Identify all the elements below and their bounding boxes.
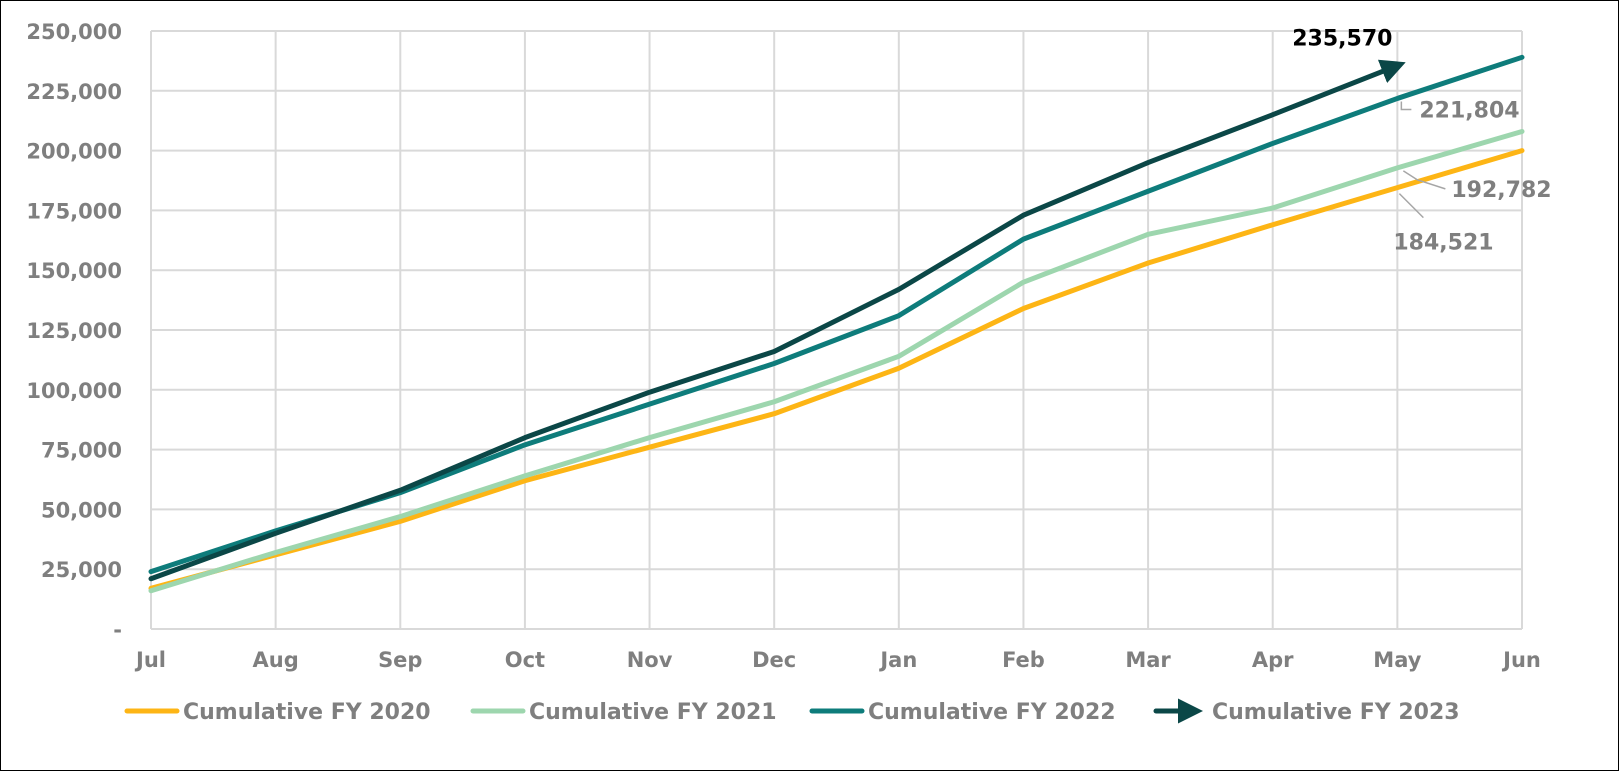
y-tick-label: 50,000	[41, 498, 122, 522]
x-tick-label: Jan	[878, 648, 917, 672]
legend-label: Cumulative FY 2022	[868, 700, 1116, 725]
y-tick-label: 100,000	[26, 379, 122, 403]
y-tick-label: 125,000	[26, 319, 122, 343]
data-label: 192,782	[1451, 178, 1551, 203]
legend-label: Cumulative FY 2020	[183, 700, 431, 725]
x-tick-label: Dec	[752, 648, 796, 672]
x-tick-label: Aug	[253, 648, 299, 672]
x-tick-label: Sep	[378, 648, 422, 672]
series-line-cumulative-fy-2020	[148, 148, 1525, 591]
y-tick-label: 175,000	[26, 199, 122, 223]
y-tick-label: -	[113, 618, 122, 642]
y-tick-label: 200,000	[26, 140, 122, 164]
data-label: 221,804	[1419, 98, 1519, 123]
y-tick-label: 75,000	[41, 439, 122, 463]
series-line-cumulative-fy-2022	[148, 54, 1525, 575]
data-label: 184,521	[1393, 231, 1493, 256]
y-tick-label: 225,000	[26, 80, 122, 104]
x-tick-label: Oct	[505, 648, 545, 672]
x-tick-label: Jun	[1501, 648, 1541, 672]
annotation-leader	[1400, 101, 1412, 111]
annotation-leader	[1398, 193, 1424, 219]
series-line-cumulative-fy-2023	[148, 59, 1406, 582]
y-tick-label: 150,000	[26, 259, 122, 283]
x-tick-label: Mar	[1125, 648, 1171, 672]
y-tick-label: 25,000	[41, 558, 122, 582]
x-tick-label: Jul	[134, 648, 166, 672]
y-tick-label: 250,000	[26, 20, 122, 44]
x-tick-label: May	[1373, 648, 1421, 672]
x-tick-label: Nov	[627, 648, 673, 672]
x-tick-label: Feb	[1002, 648, 1045, 672]
data-label: 235,570	[1292, 27, 1392, 52]
legend-label: Cumulative FY 2023	[1212, 700, 1460, 725]
annotation-leader	[1402, 170, 1446, 190]
x-tick-label: Apr	[1252, 648, 1294, 672]
legend-label: Cumulative FY 2021	[529, 700, 777, 725]
series-line-cumulative-fy-2021	[148, 128, 1525, 594]
